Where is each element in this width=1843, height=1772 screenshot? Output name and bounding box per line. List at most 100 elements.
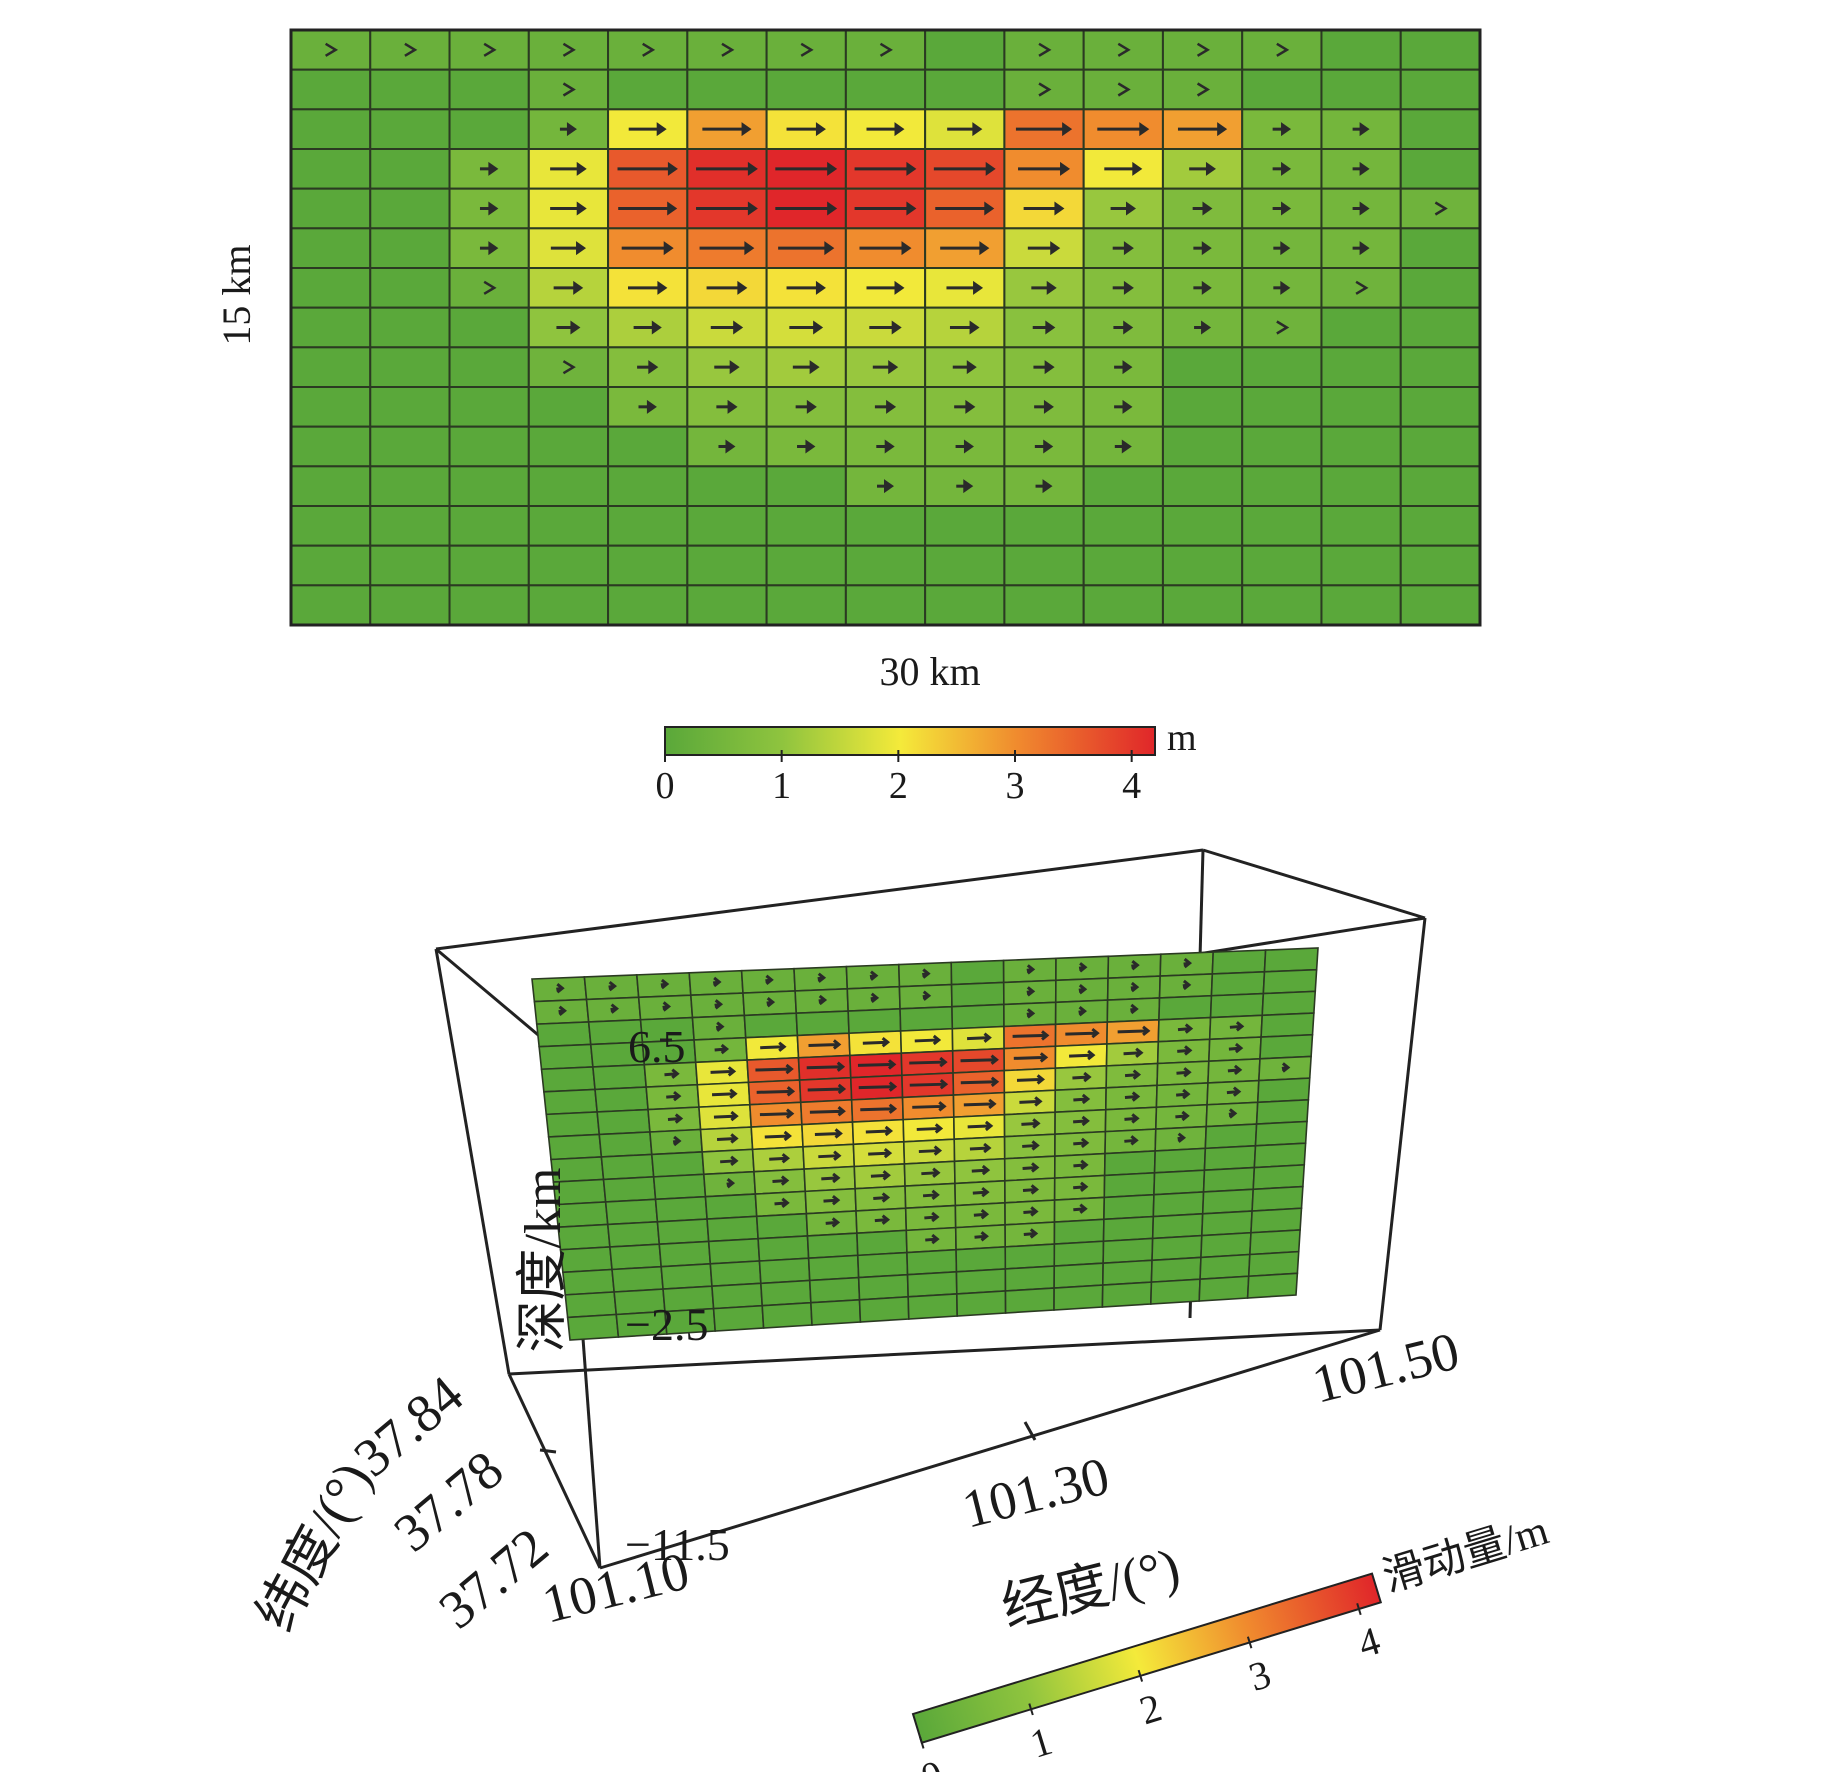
slip-cell (1241, 29, 1323, 71)
slip-cell (607, 29, 689, 71)
rake-arrow (553, 280, 584, 295)
fault-plane-arrow (818, 994, 828, 1006)
fault-plane-arrow (1117, 1025, 1151, 1037)
fault-plane-arrow (821, 1172, 841, 1184)
rake-arrow (866, 280, 905, 295)
slip-cell (1082, 29, 1164, 71)
rake-arrow (1272, 122, 1292, 137)
colorbar-tick-label: 0 (916, 1751, 948, 1772)
rake-arrow (1196, 42, 1210, 57)
fault-plane-arrow (1078, 962, 1088, 973)
fault-plane-arrow (1229, 1021, 1245, 1032)
rake-arrow (1192, 201, 1213, 216)
fault-plane-arrow (1183, 957, 1193, 969)
slip-cell (1320, 584, 1402, 626)
fault-plane-arrow (1177, 1023, 1194, 1034)
fault-plane-arrow (1013, 1052, 1049, 1063)
fault-plane-arrow (1023, 1206, 1039, 1217)
slip-cell (607, 68, 689, 111)
fault-plane-cell (760, 1279, 812, 1307)
fault-plane-cell (652, 1173, 707, 1201)
fault-plane-cell (1053, 1240, 1105, 1267)
rake-arrow (1018, 161, 1071, 176)
rake-arrow (1027, 241, 1061, 256)
fault-plane-cell (600, 1153, 655, 1181)
fault-plane-arrow (924, 1211, 940, 1223)
fault-plane-cell (795, 1010, 850, 1037)
fault-plane-cell (1103, 1171, 1156, 1199)
slip-cell (607, 584, 689, 626)
rake-arrow (775, 201, 838, 216)
rake-arrow (483, 42, 497, 57)
fault-plane-cell (1153, 1147, 1207, 1174)
fault-plane-cell (1201, 1188, 1255, 1215)
fault-plane-arrow (860, 1103, 898, 1114)
slip-cell (924, 544, 1006, 587)
fault-plane-cell (650, 1151, 705, 1178)
slip-cell (1320, 505, 1402, 547)
rake-arrow (795, 399, 817, 414)
fault-plane-arrow (925, 1233, 940, 1245)
fault-plane-arrow (1182, 979, 1192, 991)
rake-arrow (1276, 42, 1290, 57)
slip-cell (1241, 584, 1323, 626)
slip-cell (1399, 584, 1481, 626)
slip-cell (527, 465, 610, 508)
fault-plane-cell (810, 1298, 862, 1326)
slip-cell (290, 465, 372, 508)
slip-cell (369, 505, 451, 547)
slip-cell (686, 584, 768, 626)
slip-cell (290, 68, 372, 111)
fault-plane-cell (1209, 992, 1265, 1019)
fault-plane-cell (1202, 1166, 1256, 1193)
rake-arrow (1104, 161, 1143, 176)
fault-plane-cell (757, 1235, 810, 1262)
fault-plane-arrow (1073, 1159, 1089, 1170)
rake-arrow (1114, 360, 1133, 375)
fault-plane-arrow (865, 1125, 894, 1137)
fault-plane-arrow (1124, 1091, 1141, 1102)
fault-plane-cell (856, 1251, 909, 1279)
slip-cell (290, 505, 372, 547)
slip-cell (1399, 267, 1481, 309)
fault-plane-cell (542, 1088, 599, 1116)
fault-plane-cell (1254, 1120, 1308, 1147)
fault-plane-cell (656, 1218, 710, 1246)
slip-cell (369, 227, 451, 269)
rake-arrow (550, 201, 587, 216)
fault-plane-arrow (825, 1217, 841, 1228)
fault-plane-arrow (1073, 1137, 1090, 1149)
fault-plane-cell (1253, 1142, 1307, 1169)
slip-cell (1003, 505, 1085, 547)
slip-cell (369, 108, 451, 151)
rake-arrow (716, 399, 738, 414)
slip-cell (527, 584, 610, 626)
slip-cell (448, 465, 530, 508)
rake-arrow (1038, 82, 1052, 97)
colorbar-tick (1246, 1636, 1253, 1649)
fault-plane-cell (955, 1268, 1007, 1295)
fault-plane-arrow (1227, 1064, 1243, 1076)
fault-plane-cell (1150, 1256, 1202, 1283)
fault-plane-arrow (1177, 1132, 1187, 1143)
rake-arrow (879, 42, 893, 57)
fault-plane-arrow (1072, 1071, 1092, 1083)
slip-cell (369, 29, 451, 71)
fault-plane-cell (1004, 1243, 1056, 1270)
fault-plane-arrow (720, 1155, 739, 1166)
fault-plane-cell (856, 1229, 908, 1257)
rake-arrow (638, 399, 657, 414)
rake-arrow (800, 42, 814, 57)
rake-arrow (1194, 320, 1212, 335)
rake-arrow (550, 241, 587, 256)
fault-plane-arrow (823, 1194, 841, 1206)
slip-cell (448, 29, 530, 71)
fault-plane-arrow (556, 983, 565, 994)
colorbar-bottom-ticks: 0 1 2 3 4 (916, 1603, 1385, 1772)
rake-arrow (1352, 201, 1370, 216)
slip-cell (1003, 29, 1085, 71)
rake-arrow (1110, 201, 1136, 216)
slip-cell (1161, 505, 1244, 547)
slip-cell (844, 29, 927, 71)
slip-cell (686, 29, 768, 71)
